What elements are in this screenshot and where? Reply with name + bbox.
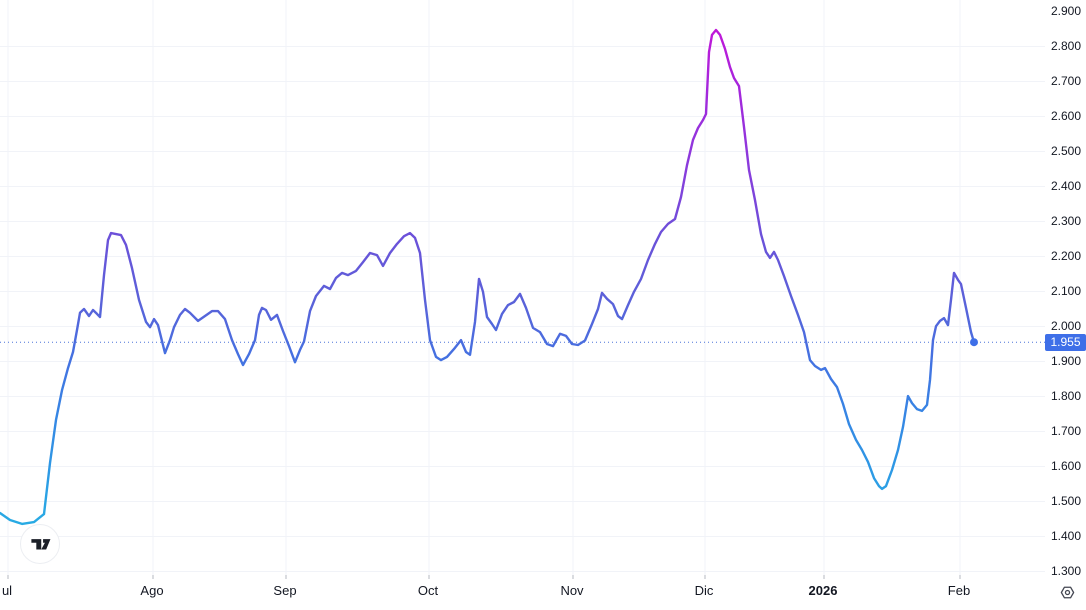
time-tick-label: Feb xyxy=(947,583,971,598)
price-tick-label: 1.800 xyxy=(1051,389,1082,403)
price-tick-label: 2.700 xyxy=(1051,74,1082,88)
price-tick-label: 1.700 xyxy=(1051,424,1082,438)
price-tick-label: 1.300 xyxy=(1051,564,1082,578)
time-tick-label: Ago xyxy=(140,583,164,598)
tradingview-logo-icon xyxy=(31,539,51,550)
vertical-gridlines xyxy=(7,0,961,575)
price-tick-label: 1.900 xyxy=(1051,354,1082,368)
time-tick-label: Dic xyxy=(694,583,714,598)
price-axis[interactable]: 2.900 2.800 2.700 2.600 2.500 2.400 2.300 2.200… xyxy=(1045,0,1086,580)
price-tick-label: 2.100 xyxy=(1051,284,1082,298)
price-tick-label: 2.500 xyxy=(1051,144,1082,158)
price-tick-label: 2.200 xyxy=(1051,249,1082,263)
tradingview-logo[interactable] xyxy=(20,524,60,564)
price-tick-label: 2.400 xyxy=(1051,179,1082,193)
price-tick-label: 2.300 xyxy=(1051,214,1082,228)
time-axis[interactable]: ul Ago Sep Oct Nov Dic 2026 Feb xyxy=(0,576,1045,610)
settings-gear-button[interactable] xyxy=(1057,582,1077,602)
time-tick-label: Nov xyxy=(560,583,584,598)
last-price-badge: 1.955 xyxy=(1045,333,1086,351)
price-tick-label: 2.900 xyxy=(1051,4,1082,18)
price-tick-label: 2.000 xyxy=(1051,319,1082,333)
price-tick-label: 1.600 xyxy=(1051,459,1082,473)
price-tick-label: 1.400 xyxy=(1051,529,1082,543)
price-tick-label: 2.800 xyxy=(1051,39,1082,53)
price-tick-label: 2.600 xyxy=(1051,109,1082,123)
last-price-marker-dot xyxy=(970,338,978,347)
time-tick-label: Sep xyxy=(273,583,297,598)
time-tick-label: Oct xyxy=(417,583,439,598)
gear-icon xyxy=(1060,586,1074,598)
time-axis-tick-marks xyxy=(7,575,961,579)
horizontal-gridlines xyxy=(0,46,1045,572)
time-tick-label: 2026 xyxy=(808,583,838,598)
time-tick-label: ul xyxy=(1,583,13,598)
price-line-series xyxy=(0,28,976,526)
price-tick-label: 1.500 xyxy=(1051,494,1082,508)
